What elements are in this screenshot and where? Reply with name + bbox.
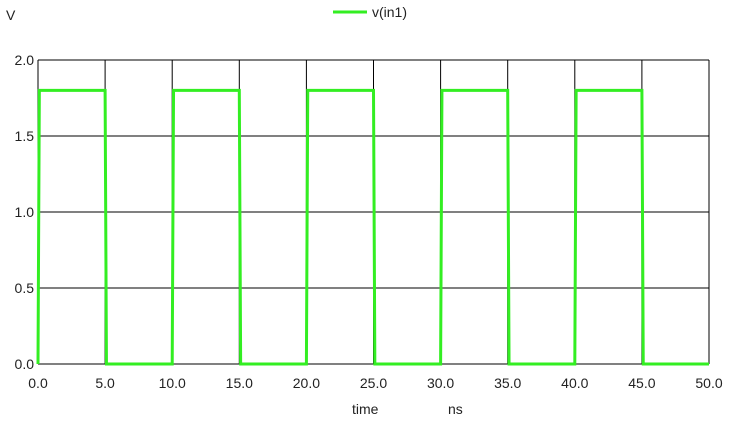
y-tick-label: 2.0	[15, 52, 35, 68]
x-tick-label: 10.0	[159, 375, 186, 391]
series-line	[36, 88, 709, 366]
x-axis-label: time	[352, 401, 379, 417]
y-tick-label: 0.0	[15, 356, 35, 372]
x-tick-label: 35.0	[494, 375, 521, 391]
y-tick-label: 0.5	[15, 280, 35, 296]
x-tick-labels: 0.0 5.0 10.0 15.0 20.0 25.0 30.0 35.0 40.0 45.0 50…	[28, 375, 723, 391]
x-tick-label: 25.0	[360, 375, 387, 391]
legend: v(in1)	[333, 4, 407, 20]
x-tick-label: 5.0	[95, 375, 115, 391]
x-tick-label: 15.0	[226, 375, 253, 391]
x-tick-label: 50.0	[695, 375, 722, 391]
y-tick-labels: 0.0 0.5 1.0 1.5 2.0	[15, 52, 35, 372]
x-tick-label: 45.0	[628, 375, 655, 391]
y-tick-label: 1.5	[15, 128, 35, 144]
x-tick-label: 30.0	[427, 375, 454, 391]
x-tick-label: 40.0	[561, 375, 588, 391]
legend-label: v(in1)	[372, 4, 407, 20]
x-tick-label: 0.0	[28, 375, 48, 391]
x-axis-unit: ns	[448, 401, 463, 417]
y-tick-label: 1.0	[15, 204, 35, 220]
y-axis-label: V	[6, 7, 16, 23]
x-tick-label: 20.0	[293, 375, 320, 391]
plot-area	[36, 88, 709, 366]
